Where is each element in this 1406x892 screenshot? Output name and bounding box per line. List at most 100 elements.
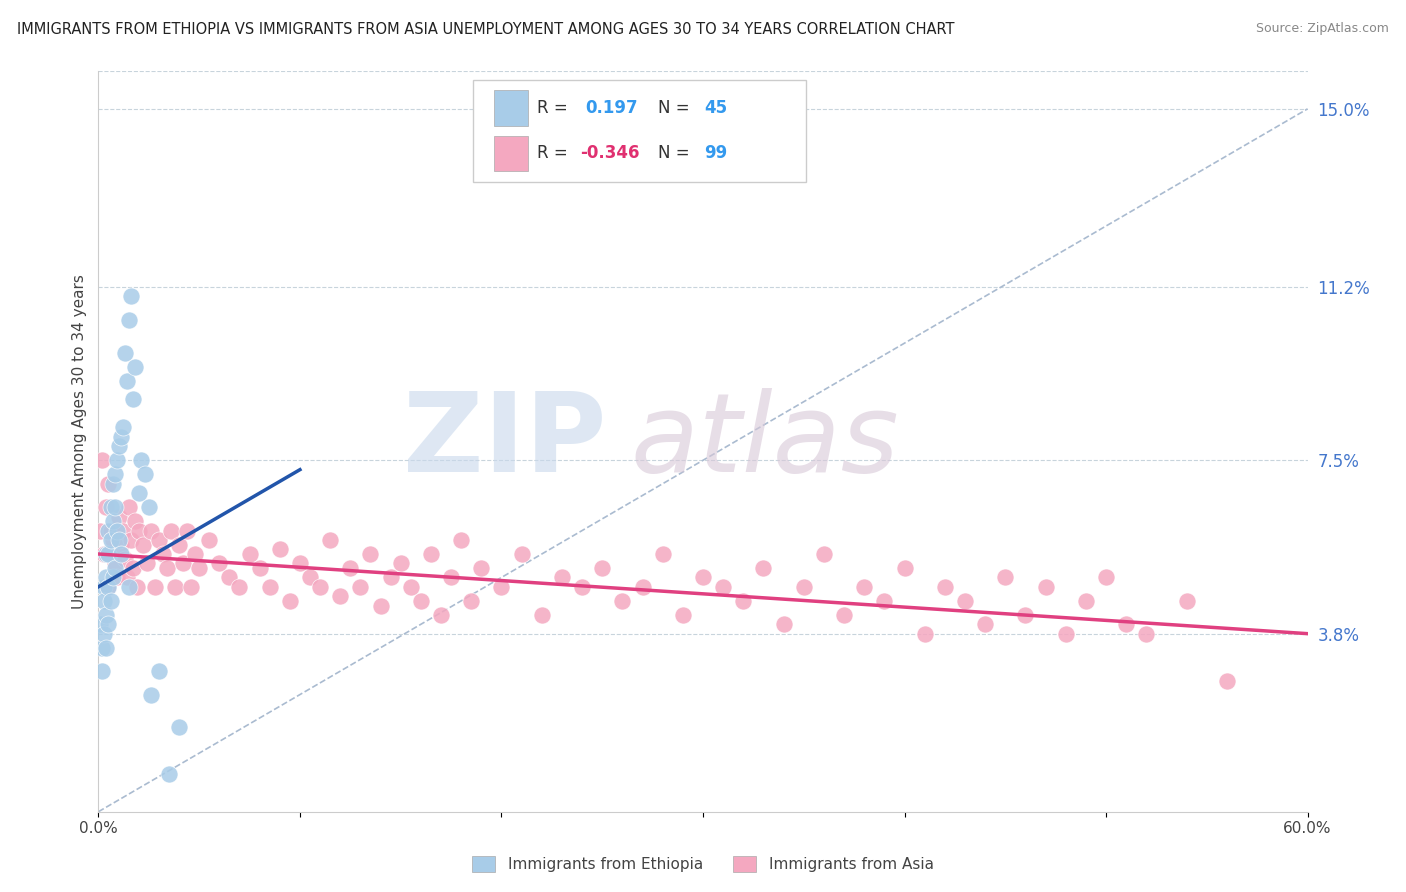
- Point: [380, 570, 402, 584]
- Point: [125, 580, 148, 594]
- Point: [91, 453, 114, 467]
- Text: R =: R =: [537, 99, 574, 117]
- Point: [91, 664, 114, 678]
- Point: [111, 524, 134, 538]
- Point: [1035, 580, 1057, 594]
- Bar: [494, 90, 527, 126]
- Point: [101, 514, 124, 528]
- Point: [853, 580, 876, 594]
- Point: [167, 538, 190, 552]
- Text: R =: R =: [537, 145, 574, 162]
- Point: [339, 561, 361, 575]
- FancyBboxPatch shape: [474, 80, 806, 183]
- Bar: [494, 136, 527, 171]
- Point: [107, 509, 129, 524]
- Point: [96, 607, 118, 622]
- Point: [208, 557, 231, 571]
- Point: [110, 430, 132, 444]
- Point: [249, 561, 271, 575]
- Point: [101, 570, 124, 584]
- Point: [370, 599, 392, 613]
- Text: -0.346: -0.346: [579, 145, 640, 162]
- Point: [793, 580, 815, 594]
- Point: [97, 476, 120, 491]
- Point: [184, 547, 207, 561]
- Point: [89, 617, 111, 632]
- Point: [121, 561, 143, 575]
- Point: [96, 570, 118, 584]
- Point: [118, 580, 141, 594]
- Point: [115, 570, 138, 584]
- Point: [103, 500, 125, 515]
- Point: [813, 547, 835, 561]
- Point: [128, 524, 150, 538]
- Point: [269, 542, 291, 557]
- Point: [134, 467, 156, 482]
- Point: [974, 617, 997, 632]
- Point: [100, 524, 122, 538]
- Point: [914, 626, 936, 640]
- Point: [893, 561, 915, 575]
- Point: [120, 533, 142, 547]
- Point: [360, 547, 382, 561]
- Point: [832, 607, 855, 622]
- Point: [107, 533, 129, 547]
- Point: [97, 617, 120, 632]
- Point: [510, 547, 533, 561]
- Point: [105, 524, 128, 538]
- Point: [124, 514, 146, 528]
- Text: N =: N =: [658, 145, 695, 162]
- Point: [772, 617, 794, 632]
- Point: [692, 570, 714, 584]
- Point: [1054, 626, 1077, 640]
- Point: [152, 547, 174, 561]
- Point: [103, 561, 125, 575]
- Point: [198, 533, 221, 547]
- Point: [97, 580, 120, 594]
- Point: [409, 594, 432, 608]
- Point: [107, 439, 129, 453]
- Point: [105, 453, 128, 467]
- Y-axis label: Unemployment Among Ages 30 to 34 years: Unemployment Among Ages 30 to 34 years: [72, 274, 87, 609]
- Point: [163, 580, 186, 594]
- Point: [128, 486, 150, 500]
- Point: [139, 524, 162, 538]
- Point: [278, 594, 301, 608]
- Point: [96, 547, 118, 561]
- Point: [953, 594, 976, 608]
- Point: [259, 580, 281, 594]
- Point: [135, 557, 157, 571]
- Point: [733, 594, 755, 608]
- Point: [1175, 594, 1198, 608]
- Point: [93, 547, 115, 561]
- Point: [470, 561, 492, 575]
- Point: [118, 312, 141, 326]
- Point: [389, 557, 412, 571]
- Point: [129, 453, 152, 467]
- Point: [651, 547, 673, 561]
- Point: [101, 476, 124, 491]
- Text: 0.197: 0.197: [586, 99, 638, 117]
- Point: [118, 500, 141, 515]
- Point: [120, 289, 142, 303]
- Point: [319, 533, 342, 547]
- Point: [96, 500, 118, 515]
- Point: [309, 580, 332, 594]
- Point: [121, 392, 143, 407]
- Point: [148, 664, 170, 678]
- Point: [143, 580, 166, 594]
- Point: [91, 640, 114, 655]
- Point: [176, 524, 198, 538]
- Point: [1115, 617, 1137, 632]
- Point: [711, 580, 734, 594]
- Point: [132, 538, 155, 552]
- Point: [1074, 594, 1097, 608]
- Point: [103, 467, 125, 482]
- Point: [89, 524, 111, 538]
- Point: [218, 570, 240, 584]
- Point: [612, 594, 634, 608]
- Text: atlas: atlas: [630, 388, 898, 495]
- Point: [148, 533, 170, 547]
- Point: [139, 688, 162, 702]
- Point: [111, 420, 134, 434]
